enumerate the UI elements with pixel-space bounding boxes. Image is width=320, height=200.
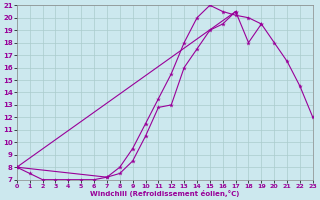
X-axis label: Windchill (Refroidissement éolien,°C): Windchill (Refroidissement éolien,°C) bbox=[90, 190, 240, 197]
